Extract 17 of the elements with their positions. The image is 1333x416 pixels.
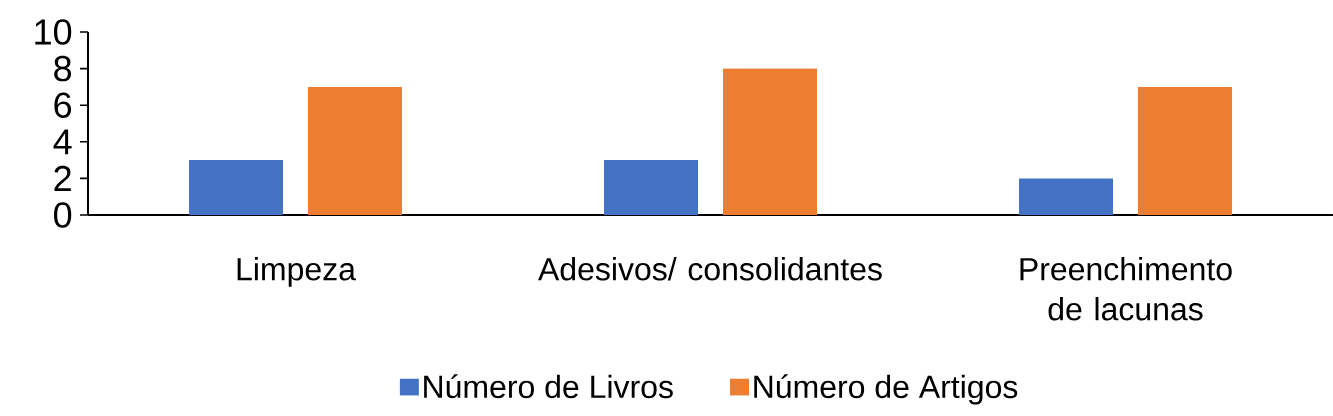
y-tick-label: 4	[53, 129, 72, 155]
bar	[723, 68, 817, 215]
y-tick-label: 6	[54, 92, 72, 118]
y-tick-label: 10	[35, 19, 72, 45]
y-tick-label: 8	[54, 55, 72, 82]
y-tick-label: 2	[54, 165, 71, 191]
legend-label: Número de Artigos	[754, 374, 1018, 405]
x-tick-label: Preenchimento de lacunas	[1020, 257, 1232, 321]
x-tick-label: Limpeza	[237, 257, 356, 287]
bar	[604, 160, 699, 215]
bar	[1137, 86, 1232, 215]
bar	[1019, 178, 1114, 215]
legend-label: Número de Livros	[424, 374, 673, 399]
x-tick-label: Adesivos/ consolidantes	[538, 257, 882, 281]
bar	[189, 160, 284, 215]
bar	[308, 86, 403, 215]
y-tick-label: 0	[54, 202, 72, 228]
